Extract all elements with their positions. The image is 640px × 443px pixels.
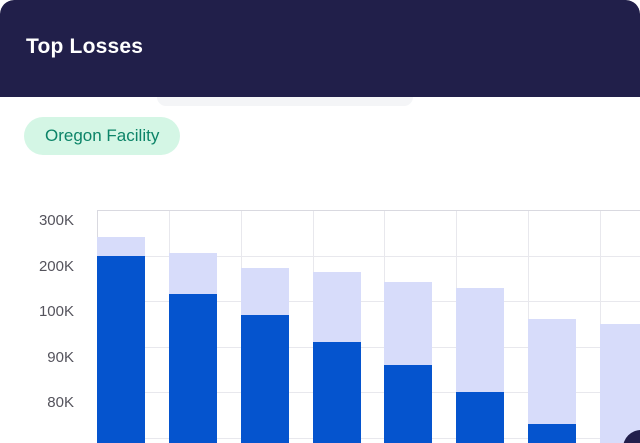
bar-1-segment-light[interactable] bbox=[97, 237, 145, 256]
h-gridline bbox=[97, 301, 640, 303]
h-gridline bbox=[97, 255, 640, 257]
page-title: Top Losses bbox=[26, 35, 144, 58]
y-tick-label: 70K bbox=[0, 440, 74, 443]
bar-2-segment-light[interactable] bbox=[168, 253, 217, 295]
y-tick-label: 80K bbox=[47, 394, 74, 412]
h-gridline bbox=[97, 392, 640, 394]
peeking-card-edge bbox=[157, 97, 413, 106]
y-tick-label: 200K bbox=[38, 257, 74, 275]
bar-8-segment-light[interactable] bbox=[599, 324, 640, 443]
bar-4-segment-light[interactable] bbox=[312, 271, 361, 343]
h-gridline bbox=[97, 438, 640, 439]
bar-6-segment-dark[interactable] bbox=[456, 392, 505, 443]
bar-7-segment-light[interactable] bbox=[528, 319, 576, 425]
bar-3-segment-dark[interactable] bbox=[240, 314, 289, 443]
y-tick-label: 100K bbox=[38, 303, 74, 321]
bar-4-segment-dark[interactable] bbox=[312, 342, 361, 443]
plot-top-border bbox=[97, 210, 640, 211]
facility-filter-label: Oregon Facility bbox=[45, 126, 160, 145]
y-tick-label: 300K bbox=[38, 212, 74, 229]
y-tick-label: 90K bbox=[47, 348, 74, 366]
facility-filter-badge[interactable]: Oregon Facility bbox=[24, 117, 181, 155]
card-header: Top Losses bbox=[0, 0, 640, 97]
bar-5-segment-light[interactable] bbox=[384, 281, 433, 365]
bar-3-segment-light[interactable] bbox=[240, 267, 289, 315]
bar-5-segment-dark[interactable] bbox=[384, 365, 433, 443]
bar-2-segment-dark[interactable] bbox=[168, 294, 217, 443]
bar-6-segment-light[interactable] bbox=[456, 287, 505, 393]
bar-1-segment-dark[interactable] bbox=[97, 255, 145, 443]
bar-7-segment-dark[interactable] bbox=[528, 424, 576, 443]
h-gridline bbox=[97, 346, 640, 348]
